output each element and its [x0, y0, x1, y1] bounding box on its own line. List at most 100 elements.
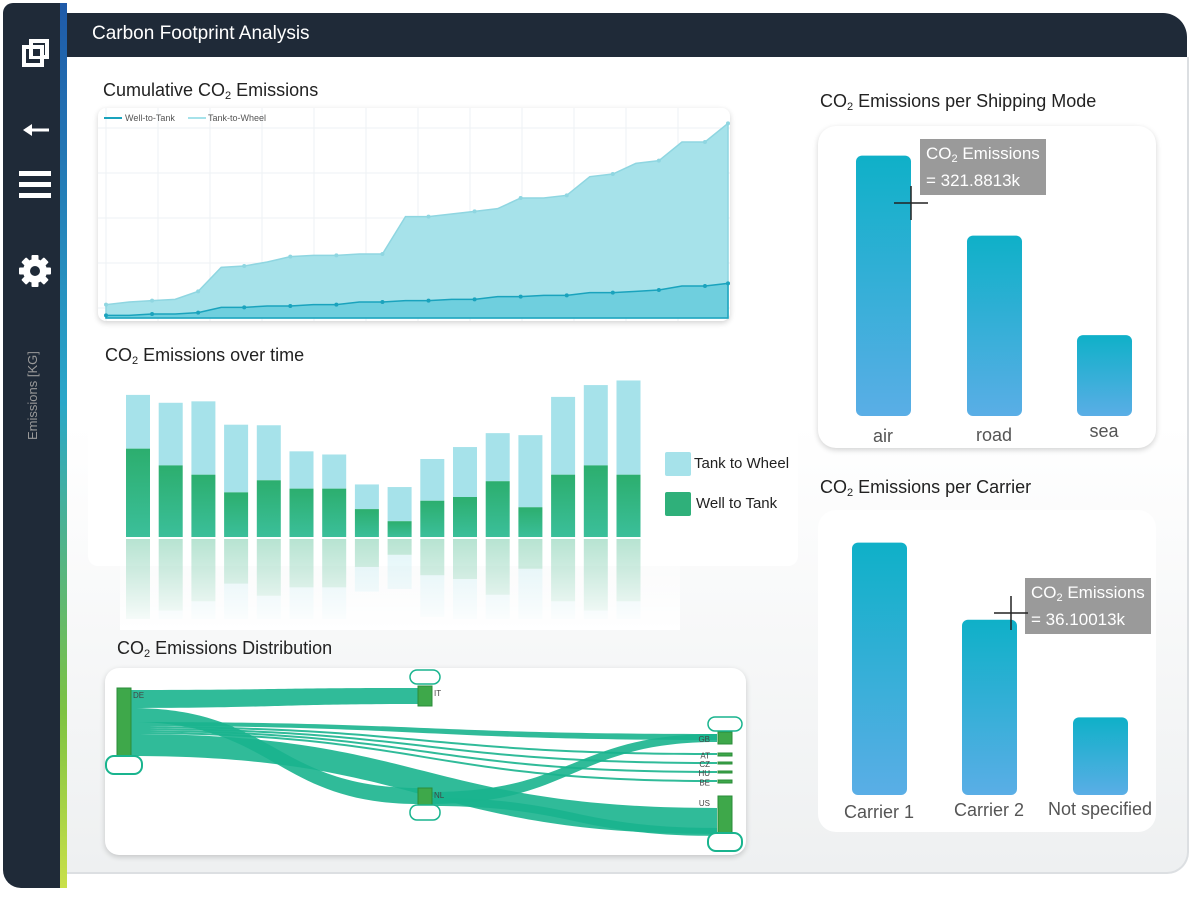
point-ttw-4: [196, 289, 201, 294]
link-de-gb[interactable]: [131, 722, 717, 740]
bar-well-to-tank-11: [485, 481, 510, 537]
node-it-label: IT: [434, 689, 441, 698]
bar-well-to-tank-12: [518, 507, 543, 537]
link-de-it[interactable]: [131, 688, 419, 708]
point-ttw-12: [380, 252, 385, 256]
link-de-cz[interactable]: [131, 728, 717, 764]
gear-icon[interactable]: [15, 251, 55, 291]
top-bar: [67, 13, 1187, 57]
app-frame: Carbon Footprint Analysis Cumulative CO2…: [3, 3, 1189, 888]
bar-well-to-tank-13: [551, 474, 576, 537]
bar-tank-to-wheel-0: [126, 394, 150, 449]
point-wtt-8: [288, 304, 293, 308]
legend-label-tank-to-wheel: Tank-to-Wheel: [208, 113, 266, 123]
category-label-sea: sea: [1089, 421, 1119, 441]
link-de-at[interactable]: [131, 726, 717, 755]
cumulative-chart: Well-to-Tank Tank-to-Wheel: [98, 108, 730, 321]
legend-label-well-to-tank: Well-to-Tank: [125, 113, 175, 123]
bar-tank-to-wheel-4: [256, 425, 281, 481]
node-cz[interactable]: [717, 761, 733, 765]
point-wtt-26: [702, 284, 707, 288]
logo-icon[interactable]: [15, 35, 55, 75]
node-at[interactable]: [717, 752, 733, 757]
bar-well-to-tank-6: [322, 488, 347, 537]
sankey-handle-nl[interactable]: [409, 804, 441, 821]
node-be-label: BE: [699, 779, 710, 788]
bar-tank-to-wheel-9: [420, 458, 445, 501]
overtime-title: CO2 Emissions over time: [105, 345, 305, 367]
bar-not-specified[interactable]: [1073, 717, 1128, 795]
sankey-handle-de[interactable]: [105, 755, 143, 775]
bar-carrier-2[interactable]: [962, 619, 1017, 795]
bar-tank-to-wheel-2: [191, 401, 216, 475]
bar-well-to-tank-3: [224, 492, 249, 537]
bar-tank-to-wheel-13: [551, 396, 576, 475]
bar-tank-to-wheel-1: [158, 402, 183, 466]
crosshair-cursor-icon: [894, 186, 928, 220]
crosshair-cursor-icon-2: [994, 596, 1028, 630]
point-wtt-24: [656, 288, 661, 292]
node-nl-label: NL: [434, 791, 445, 800]
overtime-y-axis-label: Emissions [KG]: [25, 351, 40, 440]
legend-swatch-well-to-tank: [665, 492, 691, 516]
point-ttw-6: [242, 264, 247, 268]
point-wtt-16: [472, 297, 477, 302]
carrier-title: CO2 Emissions per Carrier: [820, 477, 1032, 499]
bar-well-to-tank-5: [289, 488, 314, 537]
node-gb[interactable]: [717, 731, 733, 745]
overtime-chart: [120, 380, 680, 630]
point-ttw-24: [656, 158, 661, 163]
node-be[interactable]: [717, 779, 733, 784]
point-wtt-22: [610, 290, 615, 295]
legend-label-well-to-tank-2: Well to Tank: [696, 495, 778, 512]
point-wtt-4: [196, 310, 201, 315]
sankey-handle-it[interactable]: [409, 669, 441, 685]
node-de-label: DE: [133, 691, 144, 700]
link-de-us[interactable]: [131, 734, 717, 834]
cumulative-title: Cumulative CO2 Emissions: [103, 80, 319, 102]
link-de-hu[interactable]: [131, 730, 717, 773]
node-it[interactable]: [417, 685, 433, 707]
node-us[interactable]: [717, 795, 733, 835]
menu-icon[interactable]: [15, 165, 55, 205]
bar-tank-to-wheel-7: [354, 484, 379, 510]
bar-road[interactable]: [967, 235, 1022, 416]
point-ttw-14: [426, 214, 431, 219]
node-de[interactable]: [116, 687, 132, 759]
bar-sea[interactable]: [1077, 335, 1132, 416]
point-ttw-8: [288, 254, 293, 259]
bar-carrier-1[interactable]: [852, 542, 907, 795]
bar-well-to-tank-1: [158, 465, 183, 537]
shipping-tooltip: CO2 Emissions = 321.8813k: [920, 139, 1046, 195]
bar-air[interactable]: [856, 155, 911, 416]
point-ttw-22: [610, 172, 615, 176]
node-us-label: US: [699, 799, 710, 808]
node-nl[interactable]: [417, 787, 433, 807]
point-wtt-12: [380, 300, 385, 304]
node-hu[interactable]: [717, 770, 733, 774]
bar-well-to-tank-9: [420, 500, 445, 537]
bar-tank-to-wheel-3: [224, 424, 249, 493]
sankey-handle-us[interactable]: [707, 832, 743, 852]
category-label-air: air: [873, 426, 893, 446]
point-ttw-16: [472, 209, 477, 214]
link-nl-us[interactable]: [431, 798, 717, 836]
category-label-road: road: [976, 425, 1012, 445]
link-de-be[interactable]: [131, 732, 717, 782]
sankey-handle-gb[interactable]: [707, 716, 743, 732]
area-tank-to-wheel: [105, 121, 729, 319]
bar-well-to-tank-15: [616, 474, 641, 537]
node-cz-label: CZ: [699, 760, 710, 769]
distribution-title: CO2 Emissions Distribution: [117, 638, 333, 660]
bar-tank-to-wheel-15: [616, 380, 641, 475]
point-wtt-14: [426, 298, 431, 303]
app-title: Carbon Footprint Analysis: [92, 23, 310, 44]
node-gb-label: GB: [698, 735, 710, 744]
point-wtt-0: [104, 313, 108, 318]
category-label-carrier-2: Carrier 2: [954, 800, 1024, 820]
back-arrow-icon[interactable]: [15, 110, 55, 150]
bar-well-to-tank-4: [256, 480, 281, 537]
link-nl-gb[interactable]: [431, 734, 717, 804]
bar-well-to-tank-7: [354, 509, 379, 537]
